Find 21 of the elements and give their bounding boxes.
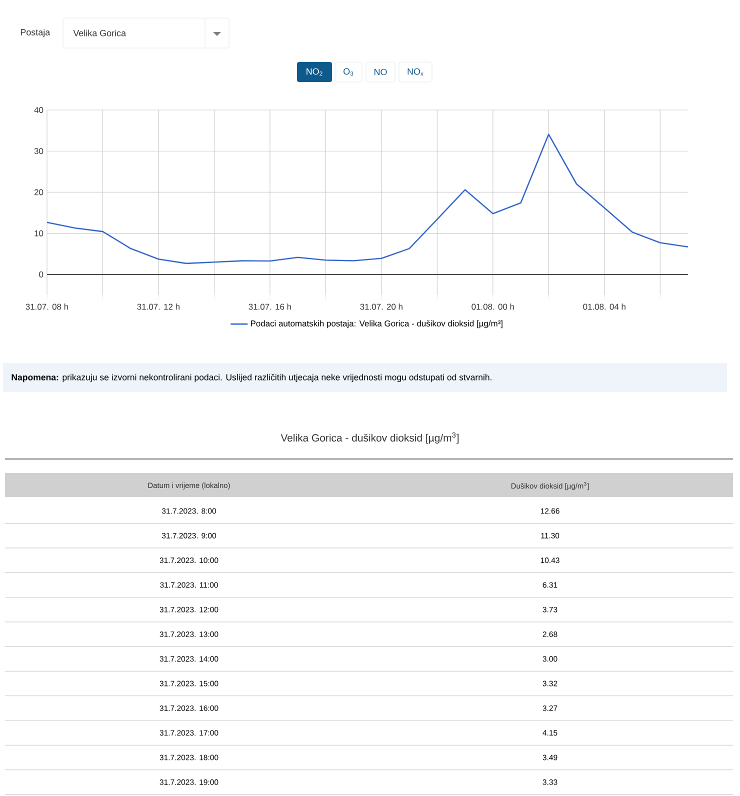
- text: O$_{3}$: [344, 68, 354, 76]
- text: NO: [374, 68, 387, 76]
- y-tick-label: 20: [34, 189, 44, 196]
- x-tick-label: 01.08. 04 h: [583, 304, 626, 310]
- y-tick-label: 30: [34, 148, 44, 154]
- text: Velika Gorica - dušikov dioksid [µg/m$^{3}$]: [280, 432, 459, 444]
- text: Napomena: prikazuju se izvorni nekontrolirani podaci. Uslijed različitih utjecaja neke vrijednosti mogu odstupati od stvarnih.: [12, 374, 492, 382]
- y-tick-label: 10: [34, 230, 44, 236]
- line-series: [46, 134, 689, 264]
- text: Postaja: [20, 28, 50, 38]
- text: Velika Gorica: [73, 30, 126, 36]
- x-tick-label: 31.07. 16 h: [248, 304, 291, 310]
- legend-label: Podaci automatskih postaja: Velika Gorica - dušikov dioksid [µg/m³]: [250, 320, 502, 328]
- y-tick-label: 40: [34, 107, 44, 113]
- x-tick-label: 01.08. 00 h: [472, 304, 514, 310]
- x-tick-label: 31.07. 08 h: [26, 304, 68, 310]
- text: NO$_{2}$: [306, 68, 322, 76]
- x-tick-label: 31.07. 12 h: [137, 304, 180, 310]
- text: NO$_{x}$: [408, 68, 424, 76]
- y-tick-label: 0: [39, 271, 44, 278]
- x-tick-label: 31.07. 20 h: [360, 304, 402, 310]
